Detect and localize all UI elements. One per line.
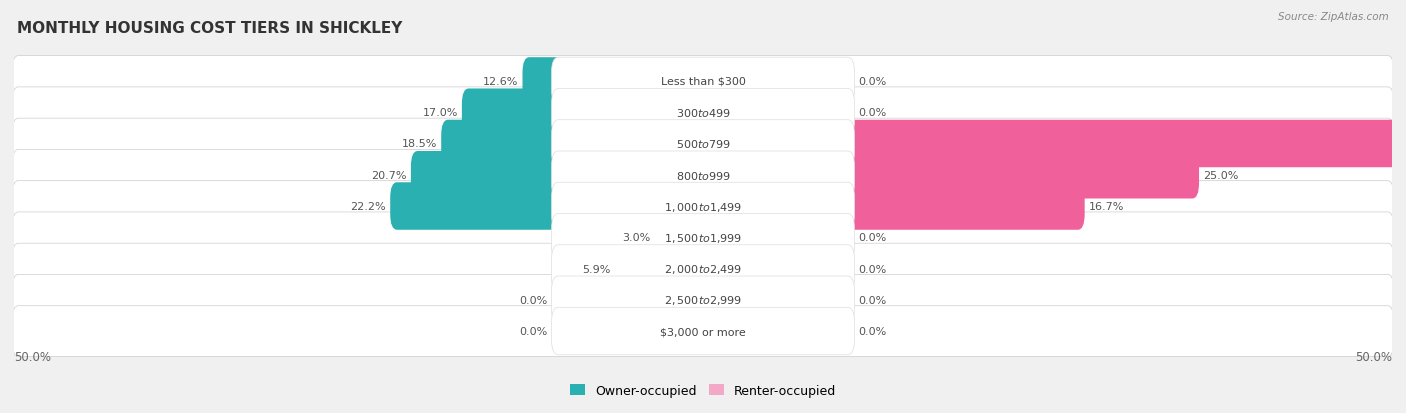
FancyBboxPatch shape	[13, 88, 1393, 138]
Legend: Owner-occupied, Renter-occupied: Owner-occupied, Renter-occupied	[565, 379, 841, 402]
FancyBboxPatch shape	[551, 214, 855, 261]
FancyBboxPatch shape	[441, 121, 565, 168]
Text: 18.5%: 18.5%	[402, 139, 437, 149]
FancyBboxPatch shape	[551, 308, 855, 355]
FancyBboxPatch shape	[13, 275, 1393, 325]
FancyBboxPatch shape	[13, 57, 1393, 107]
FancyBboxPatch shape	[13, 181, 1393, 232]
Text: 22.2%: 22.2%	[350, 202, 387, 211]
Text: $2,500 to $2,999: $2,500 to $2,999	[664, 294, 742, 306]
Text: 3.0%: 3.0%	[623, 233, 651, 243]
FancyBboxPatch shape	[551, 276, 855, 324]
Text: 0.0%: 0.0%	[859, 326, 887, 336]
FancyBboxPatch shape	[411, 152, 565, 199]
Text: 16.7%: 16.7%	[1088, 202, 1125, 211]
Text: MONTHLY HOUSING COST TIERS IN SHICKLEY: MONTHLY HOUSING COST TIERS IN SHICKLEY	[17, 21, 402, 36]
Text: Less than $300: Less than $300	[661, 77, 745, 87]
Text: 20.7%: 20.7%	[371, 170, 406, 180]
Text: Source: ZipAtlas.com: Source: ZipAtlas.com	[1278, 12, 1389, 22]
Text: $500 to $799: $500 to $799	[675, 138, 731, 150]
FancyBboxPatch shape	[841, 121, 1406, 168]
Text: 0.0%: 0.0%	[859, 233, 887, 243]
Text: 17.0%: 17.0%	[422, 108, 458, 118]
Text: 0.0%: 0.0%	[859, 108, 887, 118]
Text: 12.6%: 12.6%	[484, 77, 519, 87]
Text: $2,000 to $2,499: $2,000 to $2,499	[664, 262, 742, 275]
Text: 0.0%: 0.0%	[859, 77, 887, 87]
Text: 5.9%: 5.9%	[582, 264, 610, 274]
FancyBboxPatch shape	[551, 58, 855, 105]
Text: $1,500 to $1,999: $1,500 to $1,999	[664, 231, 742, 244]
Text: 0.0%: 0.0%	[519, 326, 547, 336]
Text: $300 to $499: $300 to $499	[675, 107, 731, 119]
FancyBboxPatch shape	[13, 306, 1393, 356]
FancyBboxPatch shape	[551, 183, 855, 230]
Text: 0.0%: 0.0%	[859, 264, 887, 274]
Text: 0.0%: 0.0%	[519, 295, 547, 305]
FancyBboxPatch shape	[461, 89, 565, 137]
Text: $3,000 or more: $3,000 or more	[661, 326, 745, 336]
FancyBboxPatch shape	[551, 89, 855, 137]
Text: 0.0%: 0.0%	[859, 295, 887, 305]
FancyBboxPatch shape	[13, 244, 1393, 294]
FancyBboxPatch shape	[13, 150, 1393, 201]
FancyBboxPatch shape	[551, 152, 855, 199]
Text: $800 to $999: $800 to $999	[675, 169, 731, 181]
FancyBboxPatch shape	[841, 152, 1199, 199]
FancyBboxPatch shape	[551, 121, 855, 168]
FancyBboxPatch shape	[523, 58, 565, 105]
Text: $1,000 to $1,499: $1,000 to $1,499	[664, 200, 742, 213]
FancyBboxPatch shape	[391, 183, 565, 230]
FancyBboxPatch shape	[841, 183, 1084, 230]
Text: 50.0%: 50.0%	[1355, 350, 1392, 363]
FancyBboxPatch shape	[551, 245, 855, 292]
FancyBboxPatch shape	[13, 212, 1393, 263]
Text: 50.0%: 50.0%	[14, 350, 51, 363]
Text: 25.0%: 25.0%	[1204, 170, 1239, 180]
FancyBboxPatch shape	[13, 119, 1393, 169]
